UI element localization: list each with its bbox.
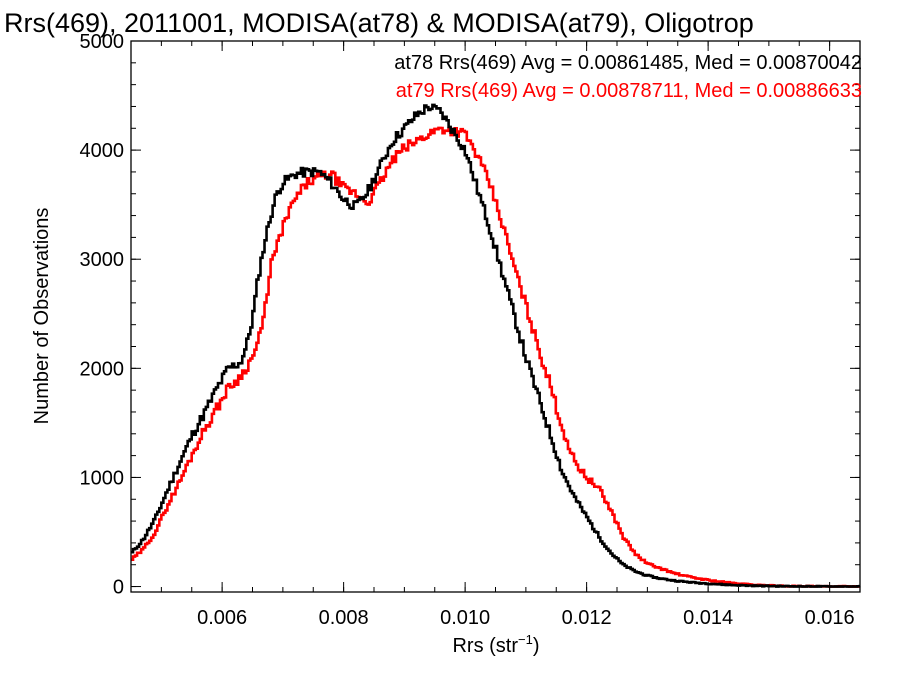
series-layer: [131, 103, 861, 588]
x-axis-label-close: ): [533, 635, 540, 657]
y-tick-label: 1000: [80, 467, 125, 489]
x-axis: 0.006 0.008 0.010 0.012 0.014 0.016: [130, 41, 861, 629]
y-tick-label: 5000: [80, 31, 125, 53]
series-at79-line: [131, 126, 860, 588]
y-tick-label: 2000: [80, 358, 125, 380]
y-axis: 0 1000 2000 3000 4000 5000: [80, 31, 860, 599]
x-axis-label-text: Rrs (str: [452, 635, 518, 657]
chart-title: Rrs(469), 2011001, MODISA(at78) & MODISA…: [4, 8, 754, 38]
y-tick-label: 4000: [80, 140, 125, 162]
x-axis-label: Rrs (str−1): [452, 632, 539, 657]
annotation-at78: at78 Rrs(469) Avg = 0.00861485, Med = 0.…: [394, 52, 862, 74]
x-tick-label: 0.012: [562, 607, 612, 629]
y-tick-label: 3000: [80, 249, 125, 271]
annotation-at79: at79 Rrs(469) Avg = 0.00878711, Med = 0.…: [396, 80, 862, 102]
x-tick-label: 0.006: [197, 607, 247, 629]
x-tick-label: 0.016: [805, 607, 855, 629]
y-tick-label: 0: [113, 577, 124, 599]
x-tick-label: 0.010: [440, 607, 490, 629]
y-axis-label: Number of Observations: [31, 208, 53, 425]
series-at78-line: [131, 103, 861, 588]
x-tick-label: 0.008: [319, 607, 369, 629]
x-tick-label: 0.014: [683, 607, 733, 629]
x-axis-label-superscript: −1: [518, 632, 533, 647]
